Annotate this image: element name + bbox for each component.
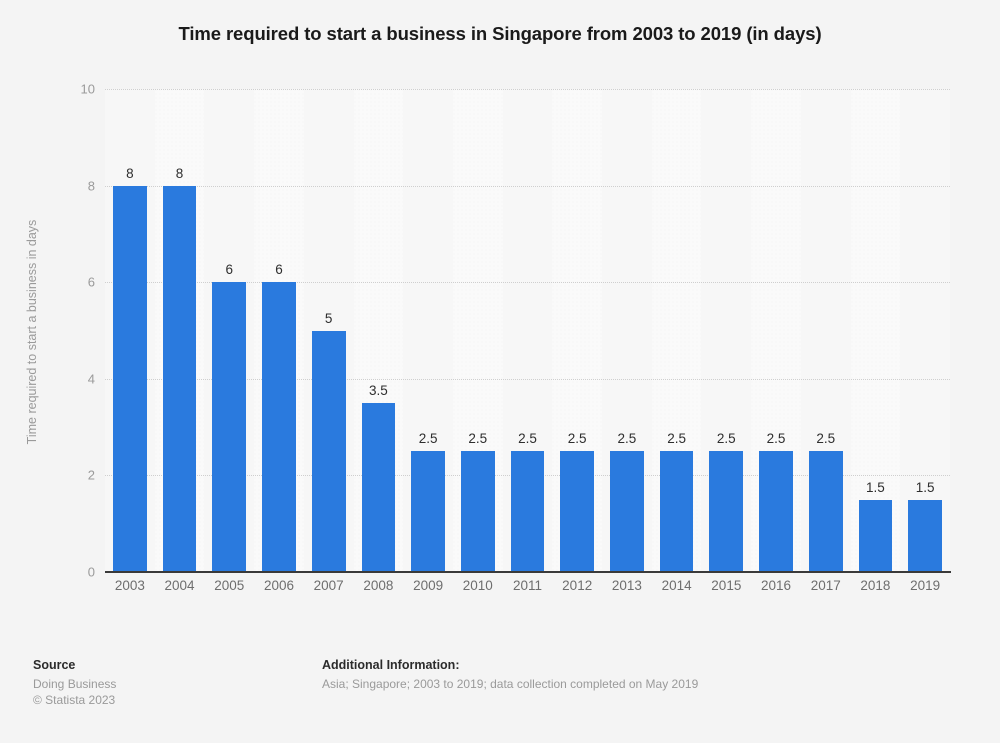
x-axis-tick-label: 2008: [363, 578, 394, 593]
x-axis-tick-label: 2015: [711, 578, 742, 593]
x-axis-tick-label: 2011: [512, 578, 542, 593]
background-band: [900, 89, 950, 572]
bar[interactable]: [311, 330, 346, 572]
x-axis-line: [105, 571, 951, 573]
bar-value-label: 2.5: [766, 431, 786, 447]
x-axis-tick-label: 2009: [413, 578, 444, 593]
bar-value-label: 2.5: [418, 431, 438, 447]
source-heading: Source: [33, 658, 76, 672]
gridline: [105, 89, 950, 90]
y-axis-title: Time required to start a business in day…: [25, 219, 39, 445]
bar-value-label: 1.5: [866, 479, 885, 495]
bar[interactable]: [808, 451, 843, 572]
background-band: [850, 89, 901, 572]
x-axis-tick-label: 2010: [462, 578, 493, 593]
x-axis-tick-label: 2007: [313, 578, 344, 593]
additional-information-text: Asia; Singapore; 2003 to 2019; data coll…: [322, 677, 699, 691]
chart-title: Time required to start a business in Sin…: [178, 23, 822, 44]
x-axis-tick-label: 2016: [761, 578, 792, 593]
x-axis-tick-label: 2004: [164, 578, 195, 593]
x-axis-tick-label: 2017: [810, 578, 841, 593]
bar[interactable]: [162, 185, 197, 572]
bar-group[interactable]: 2.5: [801, 89, 851, 572]
x-axis-tick-label: 2012: [562, 578, 593, 593]
bar-value-label: 2.5: [716, 431, 736, 447]
bar-group[interactable]: 2.5: [453, 89, 503, 572]
bar-group[interactable]: 2.5: [503, 89, 553, 572]
bars-layer: 8 8 6 6 5 3.5 2.5 2.5 2.5 2.5 2.5 2.5 2.5 2.5 2.5 1.5 1.…: [105, 89, 950, 572]
x-axis-tick-label: 2019: [910, 578, 941, 593]
y-axis-tick-label: 10: [80, 81, 95, 97]
bar-value-label: 2.5: [518, 431, 537, 447]
bar-value-label: 5: [324, 310, 333, 326]
bar-value-label: 6: [225, 262, 234, 278]
y-axis-tick-label: 2: [87, 467, 95, 483]
bar-group[interactable]: 2.5: [751, 89, 801, 572]
x-axis-tick-labels: 2003 2004 2005 2006 2007 2008 2009 2010 2011 2012…: [105, 578, 950, 604]
y-axis-tick-label: 0: [87, 564, 95, 580]
bar[interactable]: [361, 402, 396, 572]
bar-group[interactable]: 2.5: [652, 89, 702, 572]
bar[interactable]: [411, 451, 445, 572]
bar-value-label: 8: [175, 165, 184, 181]
bar-group[interactable]: 6: [204, 89, 254, 572]
bar-value-label: 6: [275, 262, 283, 278]
bar-value-label: 1.5: [915, 479, 935, 495]
bar-value-label: 2.5: [617, 431, 637, 447]
x-axis-tick-label: 2003: [114, 578, 145, 593]
copyright-text: © Statista 2023: [33, 693, 116, 707]
bar[interactable]: [460, 451, 495, 572]
x-axis-tick-label: 2014: [661, 578, 692, 593]
gridline: [105, 282, 950, 284]
bar-value-label: 2.5: [667, 431, 686, 447]
y-axis-tick-labels: 0 2 4 6 8 10: [20, 82, 95, 580]
bar[interactable]: [610, 451, 644, 572]
bar-value-label: 8: [126, 165, 134, 181]
bar[interactable]: [510, 451, 545, 572]
bar-group[interactable]: 1.5: [851, 89, 901, 572]
bar-group[interactable]: 6: [254, 89, 304, 572]
bar-group[interactable]: 2.5: [701, 89, 751, 572]
bar-value-label: 2.5: [816, 431, 836, 447]
additional-information-heading: Additional Information:: [322, 658, 460, 672]
bar[interactable]: [262, 282, 296, 572]
bar-group[interactable]: 2.5: [403, 89, 453, 572]
source-name: Doing Business: [33, 677, 117, 691]
x-axis-tick-label: 2013: [611, 578, 642, 593]
bar[interactable]: [659, 451, 694, 572]
plot-area: 8 8 6 6 5 3.5 2.5 2.5 2.5 2.5 2.5 2.5 2.5 2.5 2.5 1.5 1.…: [105, 89, 950, 573]
x-axis-tick-label: 2006: [263, 578, 294, 593]
bar-value-label: 2.5: [567, 431, 587, 447]
bar-group[interactable]: 1.5: [900, 89, 950, 572]
gridline: [105, 185, 950, 187]
gridline: [105, 378, 950, 380]
bar-group[interactable]: 8: [105, 89, 155, 572]
bar-value-label: 2.5: [468, 431, 488, 447]
bar[interactable]: [113, 185, 147, 572]
y-axis-tick-label: 4: [87, 371, 95, 387]
footer-additional-column: Additional Information: Asia; Singapore;…: [322, 658, 962, 692]
chart-footer: Source Doing Business © Statista 2023 Ad…: [0, 648, 1000, 743]
bar[interactable]: [759, 451, 793, 572]
bar[interactable]: [709, 451, 744, 572]
y-axis-tick-label: 8: [87, 178, 95, 194]
bar-group[interactable]: 3.5: [354, 89, 404, 572]
bar-group[interactable]: 8: [155, 89, 205, 572]
bar[interactable]: [858, 499, 893, 572]
bar-value-label: 3.5: [368, 382, 388, 398]
footer-source-column: Source Doing Business © Statista 2023: [33, 658, 293, 708]
x-axis-tick-label: 2018: [860, 578, 891, 593]
bar-group[interactable]: 5: [304, 89, 354, 572]
bar-group[interactable]: 2.5: [602, 89, 652, 572]
bar[interactable]: [560, 451, 595, 572]
bar[interactable]: [908, 499, 942, 572]
y-axis-tick-label: 6: [87, 274, 95, 290]
bar[interactable]: [212, 282, 247, 572]
x-axis-tick-label: 2005: [214, 578, 245, 593]
bar-group[interactable]: 2.5: [552, 89, 602, 572]
